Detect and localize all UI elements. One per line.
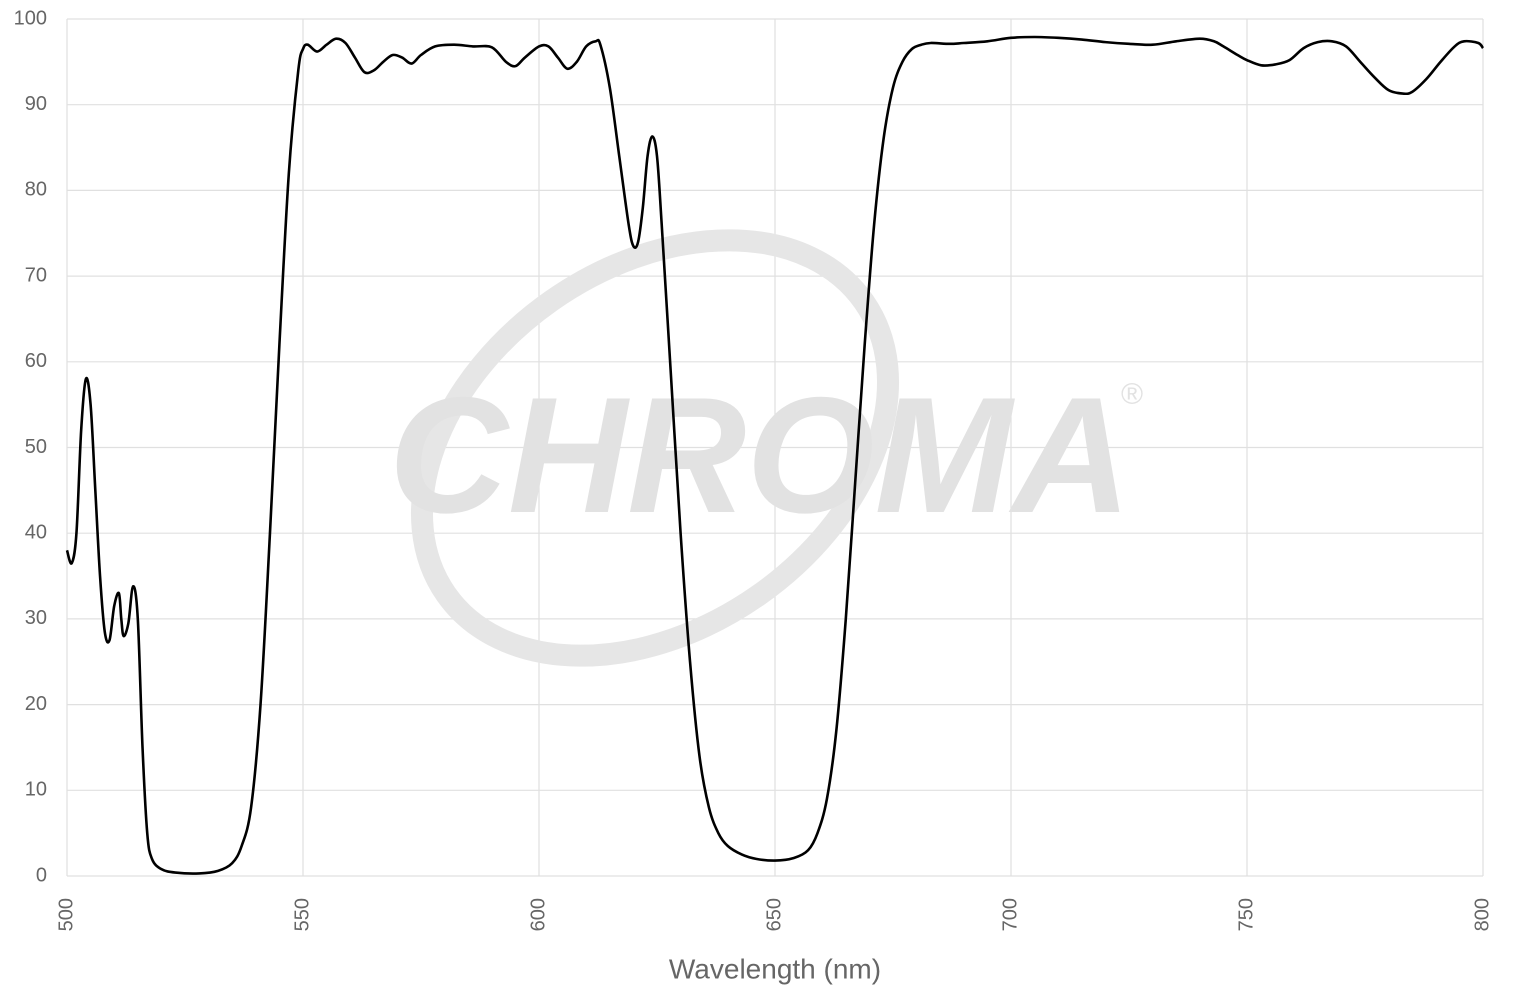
x-tick-label: 550 <box>291 898 313 931</box>
y-tick-label: 20 <box>25 693 47 715</box>
y-tick-label: 0 <box>36 864 47 886</box>
y-tick-label: 30 <box>25 607 47 629</box>
x-tick-label: 700 <box>999 898 1021 931</box>
y-tick-label: 50 <box>25 436 47 458</box>
grid <box>66 18 1484 877</box>
x-tick-label: 750 <box>1235 898 1257 931</box>
x-tick-label: 500 <box>55 898 77 931</box>
watermark-registered: ® <box>1121 378 1143 411</box>
y-tick-label: 70 <box>25 264 47 286</box>
y-tick-label: 100 <box>14 7 47 29</box>
y-tick-label: 60 <box>25 350 47 372</box>
y-tick-label: 10 <box>25 779 47 801</box>
watermark-text: CHROMA <box>389 363 1131 547</box>
y-tick-label: 40 <box>25 521 47 543</box>
x-tick-label: 650 <box>763 898 785 931</box>
watermark-swoosh <box>410 229 900 667</box>
x-tick-label: 600 <box>527 898 549 931</box>
x-axis-label: Wavelength (nm) <box>669 953 881 984</box>
data-line <box>65 35 1485 875</box>
y-tick-label: 80 <box>25 179 47 201</box>
y-tick-label: 90 <box>25 93 47 115</box>
watermark: CHROMA ® <box>389 229 1143 667</box>
x-tick-label: 800 <box>1471 898 1493 931</box>
